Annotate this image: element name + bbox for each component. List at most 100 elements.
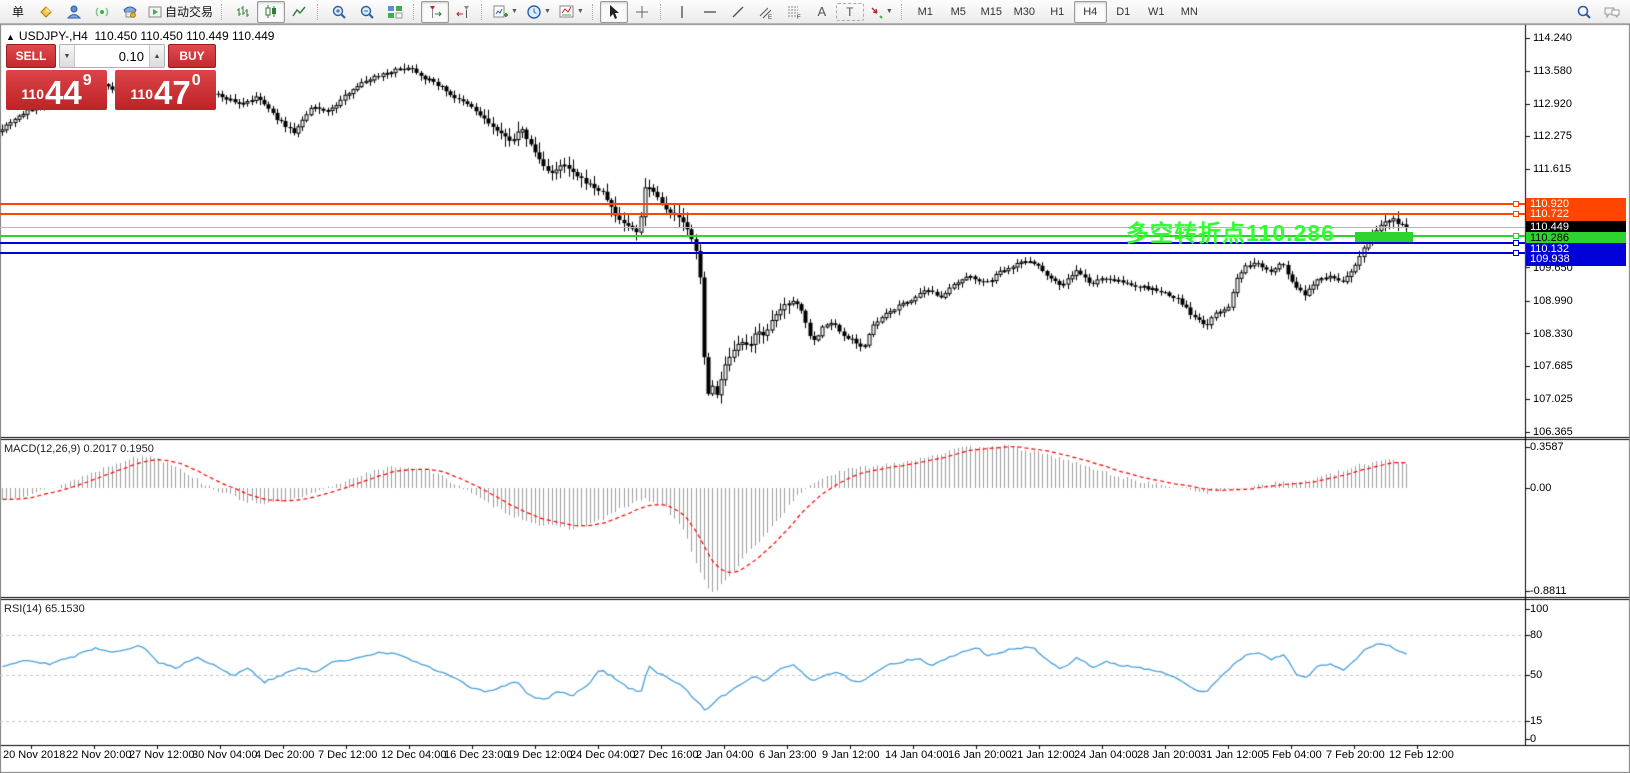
- timeframe-m15-button[interactable]: M15: [980, 5, 1002, 18]
- price-tick-label: 114.240: [1533, 32, 1572, 44]
- chevron-down-icon: ▼: [543, 8, 551, 15]
- horizontal-line-icon[interactable]: [696, 1, 724, 23]
- price-tick-label: 108.330: [1533, 327, 1573, 340]
- svg-text:E: E: [768, 15, 772, 20]
- arrows-icon[interactable]: ▼: [864, 1, 897, 23]
- fibonacci-icon[interactable]: F: [780, 1, 808, 23]
- timeframe-m30-button[interactable]: M30: [1013, 5, 1035, 18]
- chat-icon[interactable]: [1598, 1, 1626, 23]
- time-axis-label: 22 Nov 20:00: [66, 749, 132, 761]
- new-order-button[interactable]: 单: [11, 5, 24, 19]
- timeframe-h1-button[interactable]: H1: [1050, 5, 1065, 18]
- toolbar-separator: [659, 3, 664, 20]
- line-chart-icon[interactable]: [285, 1, 313, 23]
- horizontal-line-object[interactable]: [0, 242, 1525, 245]
- collapse-arrow-icon[interactable]: ▲: [6, 32, 15, 42]
- volume-decrease-button[interactable]: ▼: [60, 45, 75, 67]
- tile-windows-icon[interactable]: [381, 1, 409, 23]
- time-axis-label: 27 Dec 16:00: [633, 749, 699, 761]
- time-axis-label: 14 Jan 04:00: [885, 749, 949, 761]
- buy-button[interactable]: BUY: [168, 44, 216, 68]
- price-badge: 110.722: [1526, 208, 1626, 222]
- deposit-icon[interactable]: [32, 1, 60, 23]
- volume-input[interactable]: [75, 45, 149, 67]
- horizontal-line-object[interactable]: [0, 212, 1525, 215]
- timeframe-m5-button[interactable]: M5: [950, 5, 966, 18]
- trendline-icon[interactable]: [724, 1, 752, 23]
- toolbar-separator: [900, 3, 905, 20]
- sell-price[interactable]: 110 44 9: [6, 70, 107, 110]
- toolbar-separator: [221, 3, 225, 20]
- svg-text:F: F: [797, 15, 801, 20]
- sell-pip-digit: 9: [82, 72, 92, 89]
- volume-increase-button[interactable]: ▲: [149, 45, 164, 67]
- macd-axis-label: 0.3587: [1530, 441, 1564, 453]
- time-axis-label: 27 Nov 12:00: [129, 749, 195, 761]
- horizontal-line-object[interactable]: [0, 203, 1525, 205]
- pivot-annotation-text[interactable]: 多空转折点110.286: [1126, 220, 1335, 246]
- timeframe-d1-button[interactable]: D1: [1116, 5, 1131, 18]
- timeframe-m1-button[interactable]: M1: [917, 5, 933, 18]
- time-axis-label: 21 Jan 12:00: [1011, 749, 1075, 761]
- line-handle-icon[interactable]: [1513, 240, 1519, 247]
- timeframe-h4-button[interactable]: H4: [1073, 0, 1107, 23]
- timeframe-w1-button[interactable]: W1: [1148, 5, 1165, 18]
- auto-trading-button[interactable]: 自动交易: [144, 1, 217, 23]
- crosshair-icon[interactable]: [628, 1, 656, 23]
- symbol-period: USDJPY-,H4: [18, 29, 88, 43]
- rsi-level-label: 100: [1530, 603, 1549, 615]
- line-handle-icon[interactable]: [1513, 250, 1519, 257]
- toolbar-separator: [413, 3, 417, 20]
- volume-stepper: ▼ ▲: [59, 44, 165, 68]
- templates-button[interactable]: ▼: [555, 1, 588, 23]
- market-icon[interactable]: [116, 1, 144, 23]
- zoom-in-icon[interactable]: [325, 1, 353, 23]
- time-axis-label: 31 Jan 12:00: [1200, 749, 1264, 761]
- auto-scroll-icon[interactable]: [449, 1, 477, 23]
- timeframe-mn-button[interactable]: MN: [1180, 5, 1198, 18]
- time-axis-label: 12 Dec 04:00: [381, 749, 447, 761]
- price-tick-label: 108.990: [1533, 294, 1573, 307]
- text-icon[interactable]: A: [817, 4, 827, 19]
- buy-price[interactable]: 110 47 0: [115, 70, 216, 110]
- line-handle-icon[interactable]: [1513, 201, 1519, 207]
- bar-chart-icon[interactable]: [229, 1, 257, 23]
- price-badge: 110.449: [1526, 221, 1626, 235]
- signals-icon[interactable]: [88, 1, 116, 23]
- ohlc-values: 110.450 110.450 110.449 110.449: [94, 29, 275, 43]
- cursor-icon[interactable]: [599, 0, 628, 23]
- rsi-level-label: 15: [1530, 715, 1543, 728]
- price-tick-label: 113.580: [1533, 65, 1572, 77]
- chevron-down-icon: ▼: [511, 8, 518, 15]
- horizontal-line-object[interactable]: [0, 234, 1525, 237]
- sell-button[interactable]: SELL: [6, 44, 56, 68]
- periods-button[interactable]: ▼: [522, 1, 555, 23]
- time-axis-label: 7 Feb 20:00: [1326, 749, 1385, 761]
- buy-pip-digit: 0: [191, 72, 201, 89]
- trend-marker-box[interactable]: [1355, 232, 1413, 242]
- time-axis-label: 7 Dec 12:00: [318, 749, 378, 761]
- zoom-out-icon[interactable]: [353, 1, 381, 23]
- auto-trading-label: 自动交易: [165, 5, 214, 19]
- candlestick-icon[interactable]: [257, 0, 286, 23]
- price-tick-label: 111.615: [1533, 163, 1572, 176]
- profile-icon[interactable]: [60, 1, 88, 23]
- chart-shift-icon[interactable]: [421, 0, 450, 23]
- horizontal-line-object[interactable]: [0, 252, 1525, 255]
- new-chart-button[interactable]: ▼: [489, 1, 522, 23]
- line-handle-icon[interactable]: [1513, 210, 1519, 217]
- time-axis-label: 6 Jan 23:00: [759, 749, 817, 761]
- search-icon[interactable]: [1570, 1, 1598, 23]
- price-tick-label: 107.025: [1533, 392, 1573, 405]
- chevron-down-icon: ▼: [576, 8, 584, 15]
- equidistant-channel-icon[interactable]: E: [752, 1, 780, 23]
- text-label-icon[interactable]: T: [835, 2, 864, 21]
- line-handle-icon[interactable]: [1513, 232, 1519, 239]
- time-axis-label: 30 Nov 04:00: [192, 749, 258, 761]
- price-tick-label: 112.920: [1533, 98, 1572, 110]
- vertical-line-icon[interactable]: [668, 1, 696, 23]
- price-badge: 110.920: [1526, 197, 1626, 211]
- price-tick-label: 107.685: [1533, 359, 1573, 372]
- price-badge: 110.132: [1526, 242, 1626, 256]
